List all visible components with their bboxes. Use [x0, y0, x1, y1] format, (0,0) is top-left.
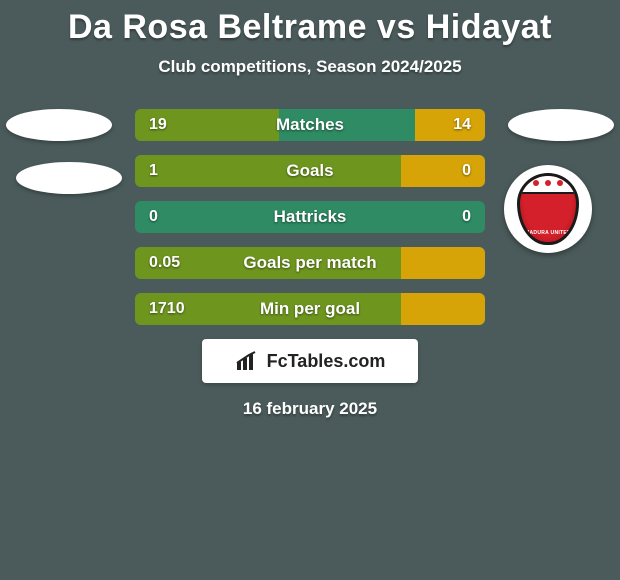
- stat-right-value: 14: [453, 116, 485, 134]
- left-player-oval-mid: [16, 162, 122, 194]
- badge-text: MADURA UNITED: [520, 230, 576, 236]
- stat-label: Min per goal: [135, 299, 485, 319]
- stat-label: Goals: [135, 161, 485, 181]
- right-player-oval-top: [508, 109, 614, 141]
- stat-right-value: 0: [462, 162, 485, 180]
- stat-label: Goals per match: [135, 253, 485, 273]
- brand-card[interactable]: FcTables.com: [202, 339, 418, 383]
- stat-row: 1Goals0: [135, 155, 485, 187]
- stat-label: Hattricks: [135, 207, 485, 227]
- left-player-oval-top: [6, 109, 112, 141]
- stat-row: 0Hattricks0: [135, 201, 485, 233]
- subtitle: Club competitions, Season 2024/2025: [0, 57, 620, 77]
- brand-text: FcTables.com: [267, 351, 386, 372]
- page-title: Da Rosa Beltrame vs Hidayat: [0, 0, 620, 47]
- stat-row: 1710Min per goal: [135, 293, 485, 325]
- stat-row: 19Matches14: [135, 109, 485, 141]
- date-text: 16 february 2025: [0, 399, 620, 419]
- right-team-badge: MADURA UNITED: [504, 165, 592, 253]
- badge-shield-icon: MADURA UNITED: [517, 173, 579, 245]
- stat-label: Matches: [135, 115, 485, 135]
- stat-row: 0.05Goals per match: [135, 247, 485, 279]
- stats-area: 19Matches141Goals00Hattricks00.05Goals p…: [0, 109, 620, 325]
- bar-chart-icon: [235, 350, 261, 372]
- stat-right-value: 0: [462, 208, 485, 226]
